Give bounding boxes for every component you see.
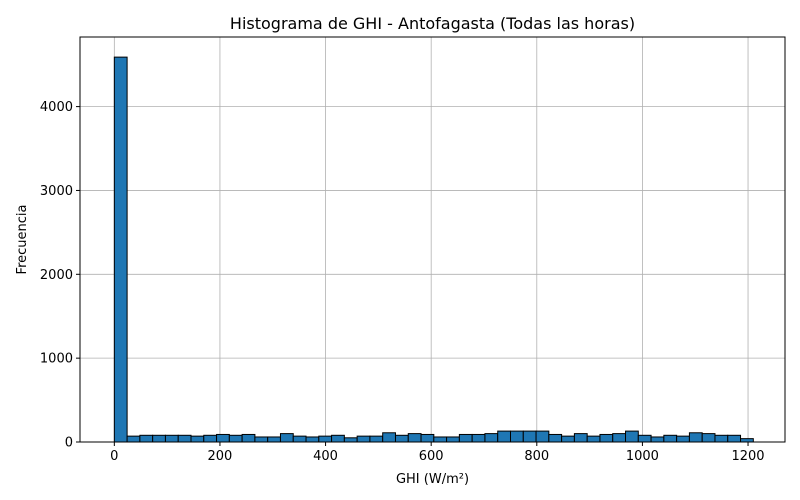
histogram-bar-41 — [637, 434, 652, 443]
histogram-bar-4 — [164, 434, 179, 443]
x-tick-label-3: 600 — [419, 449, 444, 464]
y-axis-label: Frecuencia — [15, 205, 30, 275]
x-tick-label-2: 400 — [313, 449, 338, 464]
histogram-bar-25 — [433, 436, 448, 443]
chart-title: Histograma de GHI - Antofagasta (Todas l… — [230, 14, 635, 33]
histogram-bar-21 — [382, 432, 396, 443]
histogram-bar-12 — [267, 436, 281, 443]
histogram-bar-33 — [535, 430, 550, 443]
histogram-bar-18 — [343, 437, 358, 443]
histogram-bar-43 — [663, 434, 678, 443]
histogram-bar-34 — [548, 433, 563, 443]
y-tick-label-4: 4000 — [40, 100, 73, 115]
histogram-bar-31 — [509, 430, 524, 443]
histogram-bar-7 — [203, 434, 218, 443]
histogram-bar-3 — [152, 434, 166, 443]
histogram-bar-42 — [650, 436, 665, 443]
y-tick-label-0: 0 — [65, 436, 73, 451]
histogram-bar-16 — [318, 435, 333, 443]
histogram-bar-32 — [522, 430, 537, 443]
y-axis-ticks: 0 1000 2000 3000 4000 — [40, 100, 80, 451]
histogram-bar-23 — [407, 433, 422, 443]
histogram-bar-29 — [484, 433, 499, 443]
histogram-bar-10 — [241, 433, 256, 443]
histogram-bar-38 — [599, 433, 614, 443]
histogram-bar-27 — [458, 433, 473, 443]
plot-frame — [79, 36, 786, 443]
histogram-bar-26 — [446, 436, 460, 443]
histogram-bar-44 — [676, 435, 690, 443]
x-tick-label-1: 200 — [208, 449, 233, 464]
histogram-bar-2 — [139, 434, 154, 443]
histogram-bar-37 — [586, 435, 601, 443]
histogram-bar-40 — [625, 430, 639, 443]
x-axis-ticks: 0 200 400 600 800 1000 1200 — [110, 442, 765, 464]
histogram-bar-46 — [701, 433, 716, 443]
histogram-bar-0 — [113, 56, 128, 443]
histogram-bar-30 — [497, 430, 511, 443]
histogram-bar-35 — [561, 435, 575, 443]
x-tick-label-4: 800 — [524, 449, 549, 464]
x-tick-label-6: 1200 — [731, 449, 764, 464]
histogram-bar-19 — [356, 435, 371, 443]
y-tick-label-2: 2000 — [40, 268, 73, 283]
histogram-bar-17 — [331, 434, 345, 443]
histogram-bar-48 — [727, 434, 742, 443]
histogram-bar-13 — [279, 433, 294, 443]
histogram-bar-39 — [612, 433, 627, 443]
histogram-bar-14 — [292, 435, 307, 443]
histogram-bar-1 — [126, 435, 141, 443]
y-tick-label-1: 1000 — [40, 352, 73, 367]
histogram-bar-8 — [216, 433, 230, 443]
histogram-bar-49 — [740, 438, 754, 443]
histogram-bar-20 — [369, 435, 384, 443]
histogram-bar-24 — [420, 433, 435, 443]
histogram-bar-11 — [254, 436, 269, 443]
histogram-bar-47 — [714, 434, 729, 443]
x-tick-label-5: 1000 — [626, 449, 659, 464]
histogram-bar-6 — [190, 435, 205, 443]
histogram-bar-36 — [573, 433, 588, 443]
histogram-bar-45 — [688, 432, 703, 443]
y-tick-label-3: 3000 — [40, 184, 73, 199]
x-axis-label: GHI (W/m²) — [396, 472, 469, 487]
histogram-bar-28 — [471, 433, 486, 443]
histogram-bar-22 — [394, 434, 409, 443]
histogram-bar-5 — [177, 434, 192, 443]
x-tick-label-0: 0 — [110, 449, 118, 464]
histogram-bar-15 — [305, 436, 320, 443]
histogram-bar-9 — [228, 434, 243, 443]
